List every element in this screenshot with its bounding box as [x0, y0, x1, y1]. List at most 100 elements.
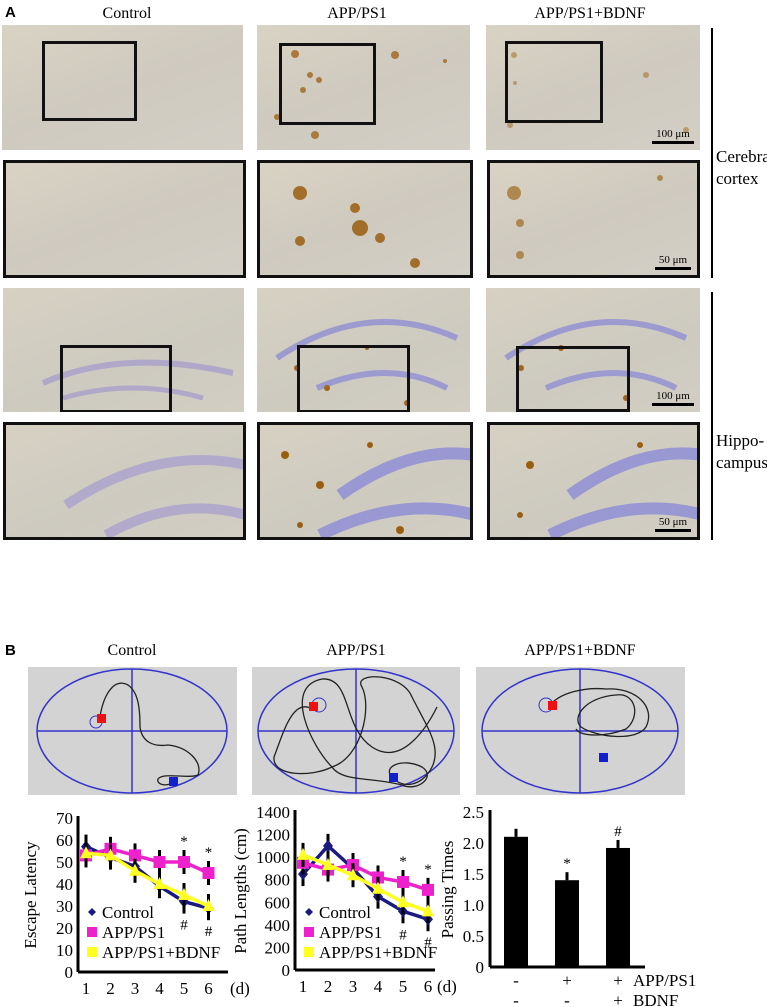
factor-level: +: [613, 991, 623, 1007]
x-tick-label: 1: [299, 977, 308, 996]
inset-box: [516, 346, 630, 412]
significance-mark: #: [205, 924, 213, 940]
hippocampus-inset-control: [3, 422, 246, 540]
data-point: [347, 868, 359, 881]
cortex-inset-app-ps1-bdnf: 50 μm: [487, 160, 700, 278]
column-title-app-ps1: APP/PS1: [327, 5, 387, 22]
data-point: [297, 847, 309, 860]
factor-level: +: [562, 971, 572, 990]
data-point: [129, 863, 141, 876]
factor-level: -: [564, 991, 570, 1007]
y-tick-label: 1.0: [463, 896, 484, 915]
significance-mark: #: [424, 935, 432, 951]
hippocampus-layers: [41, 359, 234, 401]
inset-box: [60, 345, 172, 412]
legend-label: APP/PS1: [102, 923, 165, 942]
y-tick-label: 1000: [256, 848, 290, 867]
data-point: [153, 877, 166, 889]
significance-mark: *: [563, 856, 571, 872]
scale-bar-50um: 50 μm: [655, 516, 691, 532]
scale-bar-100um: 100 μm: [652, 128, 694, 144]
bar: [504, 836, 528, 967]
data-point: [129, 849, 141, 862]
data-point: [178, 856, 190, 868]
plaque-dots: [507, 175, 663, 259]
factor-level: -: [513, 991, 519, 1007]
data-point: [422, 883, 434, 896]
y-axis-label: Passing Times: [438, 841, 457, 939]
plaque-dots: [507, 52, 689, 133]
hippocampus-layers: [517, 442, 697, 537]
y-tick-label: 40: [56, 875, 73, 894]
x-tick-label: 5: [399, 977, 408, 996]
y-tick-label: 10: [56, 941, 73, 960]
data-point: [202, 899, 215, 911]
scale-label: 100 μm: [656, 128, 690, 140]
blue-square-marker: [599, 753, 608, 762]
x-tick-label: 2: [324, 977, 333, 996]
y-tick-label: 1400: [256, 803, 290, 822]
hippocampus-inset-app-ps1-bdnf: 50 μm: [487, 422, 700, 540]
y-tick-label: 800: [265, 871, 291, 890]
factor-name: APP/PS1: [633, 971, 696, 990]
data-point: [422, 904, 434, 917]
y-tick-label: 70: [56, 809, 73, 828]
legend-marker: [87, 927, 97, 937]
legend-label: Control: [102, 903, 154, 922]
inset-box: [505, 41, 603, 123]
legend-marker: [88, 908, 96, 916]
y-tick-label: 0: [282, 961, 291, 980]
y-tick-label: 0.5: [463, 927, 484, 946]
scale-bar-50um: 50 μm: [655, 254, 691, 270]
cortex-overview-control: [2, 25, 243, 150]
plaque-dots: [293, 186, 420, 268]
series-line: [85, 851, 210, 908]
factor-name: BDNF: [633, 991, 678, 1007]
data-point: [397, 875, 409, 888]
swim-track: [549, 687, 650, 738]
blue-square-marker: [389, 773, 398, 782]
y-tick-label: 2.5: [463, 803, 484, 822]
hippocampus-layers: [504, 319, 688, 401]
scale-bar-100um: 100 μm: [652, 390, 694, 406]
swim-track: [99, 682, 200, 786]
column-title-app-ps1-bdnf: APP/PS1+BDNF: [534, 5, 646, 22]
column-title-control: Control: [107, 642, 157, 659]
cortex-inset-control: [3, 160, 246, 278]
data-point: [397, 895, 409, 908]
legend-label: APP/PS1: [319, 923, 382, 942]
y-tick-label: 200: [265, 938, 291, 957]
data-point: [178, 888, 190, 900]
significance-mark: *: [205, 845, 213, 861]
x-tick-label: 5: [180, 979, 189, 998]
cortex-overview-app-ps1: [257, 25, 470, 150]
series-line: [85, 846, 210, 875]
significance-mark: *: [180, 834, 188, 850]
hippocampus-overview-app-ps1-bdnf: 100 μm: [486, 288, 700, 412]
data-point: [153, 856, 166, 868]
water-maze-app-ps1-bdnf: [476, 667, 685, 795]
cortex-overview-app-ps1-bdnf: 100 μm: [486, 25, 700, 150]
significance-mark: *: [399, 854, 407, 870]
x-axis-unit: (d): [437, 977, 457, 996]
hippocampus-layers: [63, 455, 243, 537]
x-tick-label: 4: [374, 977, 383, 996]
legend-marker: [304, 947, 314, 957]
legend-label: APP/PS1+BDNF: [102, 943, 220, 962]
legend-label: Control: [319, 903, 371, 922]
factor-level: +: [613, 971, 623, 990]
y-tick-label: 50: [56, 853, 73, 872]
y-axis-label: Path Lengths (cm): [231, 828, 250, 954]
y-tick-label: 20: [56, 919, 73, 938]
x-tick-label: 3: [131, 979, 140, 998]
x-tick-label: 3: [349, 977, 358, 996]
column-title-app-ps1: APP/PS1: [326, 642, 386, 659]
red-square-marker: [548, 701, 557, 710]
data-point: [202, 867, 215, 879]
x-tick-label: 6: [204, 979, 213, 998]
y-tick-label: 0: [65, 963, 74, 982]
water-maze-app-ps1: [252, 667, 460, 795]
region-bracket-hippocampus: [711, 292, 713, 540]
x-tick-label: 4: [155, 979, 164, 998]
